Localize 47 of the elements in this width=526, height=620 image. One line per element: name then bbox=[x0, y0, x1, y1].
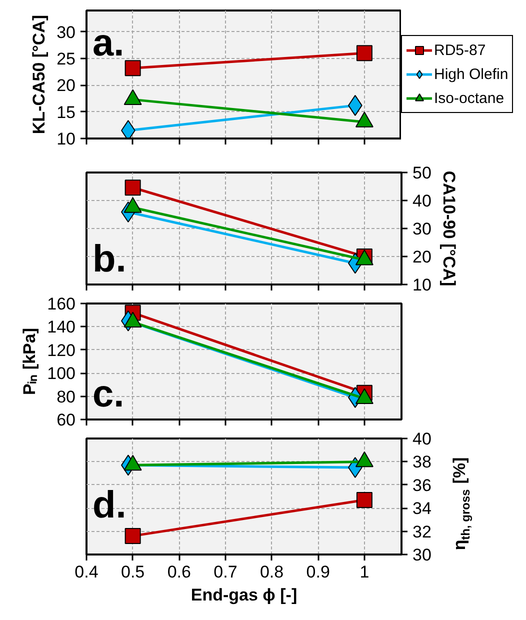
annotation: a. bbox=[92, 22, 124, 64]
y2-tick-label: 10 bbox=[412, 276, 432, 294]
y2-tick-label: 40 bbox=[412, 430, 432, 448]
y-tick-label: 25 bbox=[56, 50, 76, 68]
y-tick-label: 60 bbox=[56, 410, 76, 430]
y-tick-label: 160 bbox=[47, 294, 76, 314]
x-tick-label: 0.7 bbox=[214, 562, 238, 582]
point bbox=[124, 528, 141, 544]
x-tick-label: 0.9 bbox=[306, 562, 330, 582]
y-tick-label: 80 bbox=[56, 387, 76, 406]
x-tick-label: 0.4 bbox=[74, 562, 98, 582]
x-tick-label: 0.6 bbox=[167, 562, 191, 582]
y2-tick-label: 30 bbox=[412, 220, 432, 238]
y-tick-label: 140 bbox=[47, 318, 76, 337]
x-tick-label: 0.5 bbox=[121, 562, 145, 582]
legend-label: RD5-87 bbox=[434, 42, 486, 58]
point bbox=[356, 492, 372, 508]
point bbox=[124, 60, 141, 76]
legend-label: High Olefin bbox=[434, 66, 508, 82]
point bbox=[124, 180, 141, 196]
annotation: d. bbox=[92, 484, 126, 526]
y2-tick-label: 34 bbox=[412, 499, 432, 518]
y2-tick-label: 36 bbox=[412, 476, 432, 495]
y2-tick-label: 20 bbox=[412, 248, 432, 266]
y2-axis-title: ηth, gross [%] bbox=[450, 457, 472, 550]
y-tick-label: 30 bbox=[56, 22, 76, 42]
x-axis-title: End-gas ϕ [-] bbox=[190, 586, 298, 604]
annotation: b. bbox=[92, 238, 126, 280]
y-axis-title: Pᵢₙ [kPa] bbox=[20, 328, 40, 396]
x-tick-label: 1 bbox=[360, 562, 370, 582]
point bbox=[356, 45, 372, 62]
y-tick-label: 15 bbox=[56, 102, 76, 122]
point bbox=[121, 120, 136, 138]
y2-tick-label: 30 bbox=[412, 546, 432, 564]
y2-tick-label: 50 bbox=[412, 164, 432, 182]
y-tick-label: 100 bbox=[47, 364, 76, 384]
y2-tick-label: 32 bbox=[412, 522, 432, 542]
y-tick-label: 120 bbox=[47, 340, 76, 360]
annotation: c. bbox=[92, 374, 124, 416]
y-tick-label: 20 bbox=[56, 76, 76, 96]
y-axis-title: KL-CA50 [°CA] bbox=[30, 14, 49, 134]
y2-tick-label: 38 bbox=[412, 452, 432, 472]
x-tick-label: 0.8 bbox=[260, 562, 284, 582]
y2-tick-label: 40 bbox=[412, 192, 432, 210]
y-tick-label: 10 bbox=[56, 130, 76, 148]
legend-label: Iso-octane bbox=[434, 90, 504, 106]
y2-axis-title: CA10-90 [°CA] bbox=[439, 170, 458, 286]
